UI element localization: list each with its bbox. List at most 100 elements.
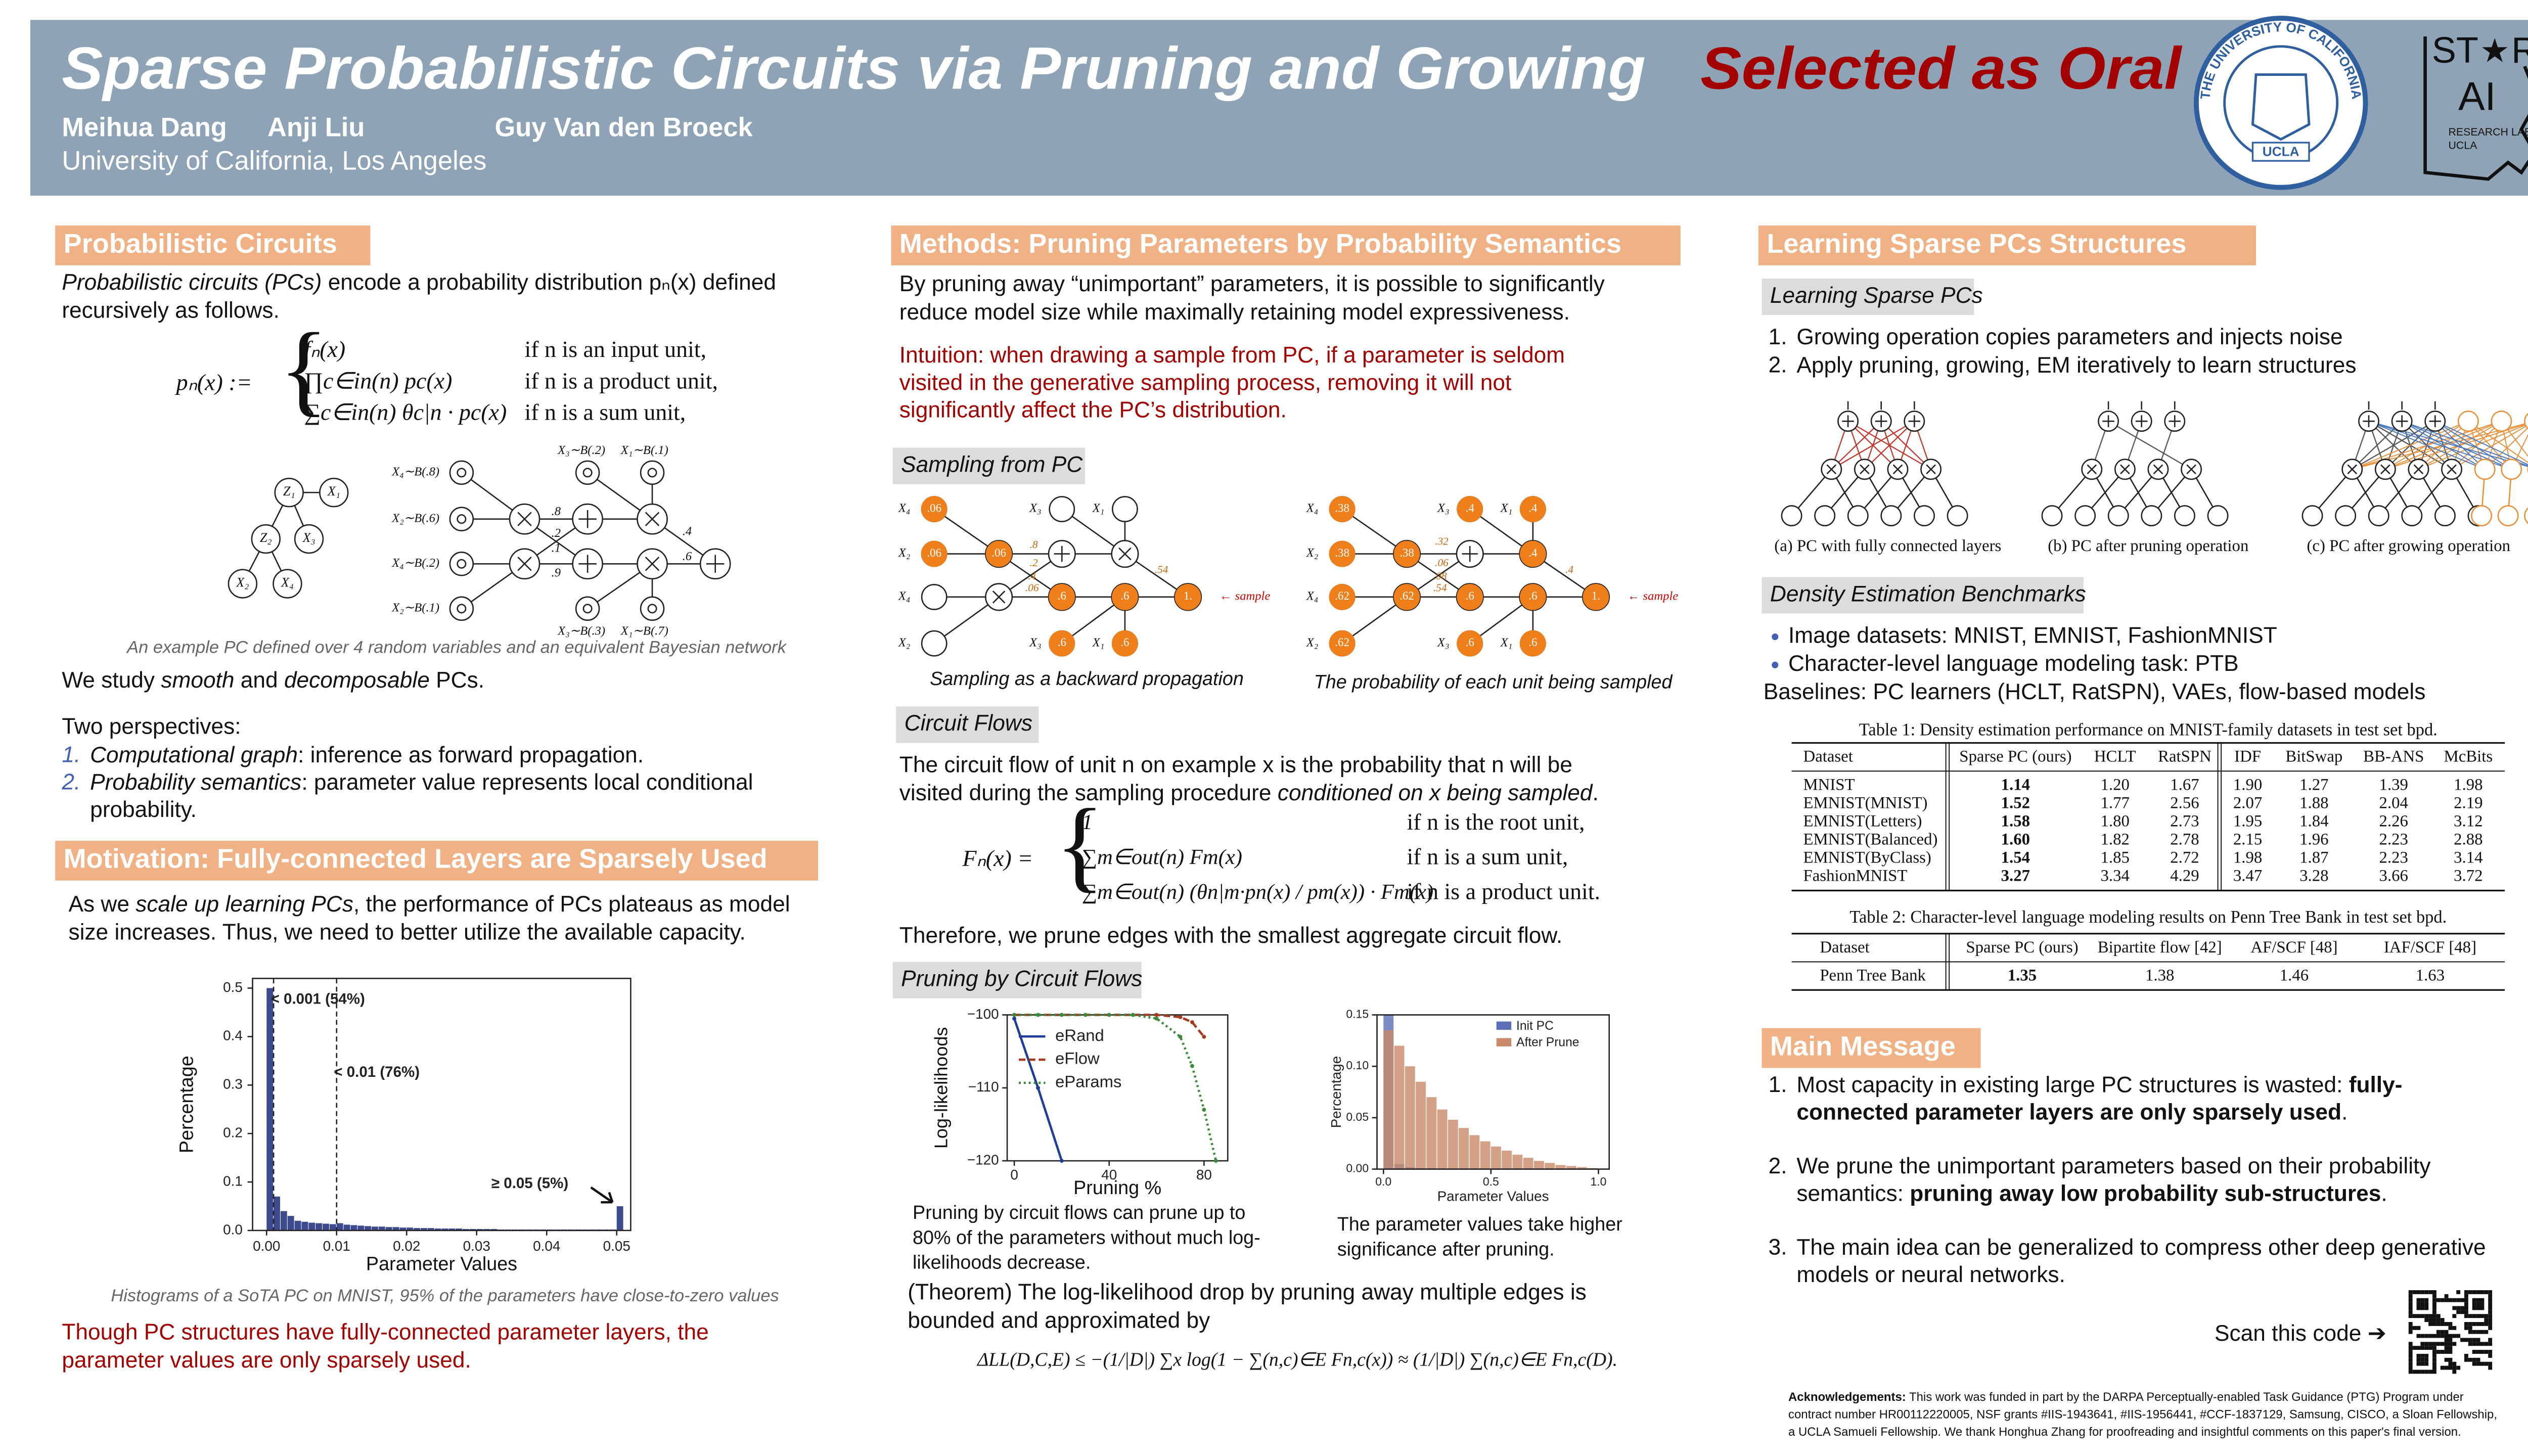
qr-module xyxy=(2484,1318,2489,1322)
subheading: Sampling from PC xyxy=(901,452,1083,477)
qr-module xyxy=(2416,1326,2421,1330)
sampled-node xyxy=(1112,583,1138,610)
x-tick-label: 0.01 xyxy=(323,1238,350,1254)
takeaway: Though PC structures have fully-connecte… xyxy=(62,1320,708,1344)
series-point xyxy=(1012,1016,1017,1021)
node-glyph xyxy=(517,557,532,571)
table-cell: 4.29 xyxy=(2170,867,2199,885)
text-span: a UCLA Samueli Fellowship. We thank Hong… xyxy=(1788,1425,2461,1439)
qr-module xyxy=(2468,1338,2472,1342)
table-cell: 1.98 xyxy=(2233,849,2262,867)
qr-module xyxy=(2480,1350,2485,1354)
sampled-node xyxy=(1519,496,1546,522)
node-glyph xyxy=(1118,547,1132,561)
x-axis-label: Parameter Values xyxy=(1437,1189,1549,1204)
node-glyph xyxy=(1860,464,1870,475)
qr-module xyxy=(2452,1314,2457,1318)
qr-module xyxy=(2416,1298,2421,1302)
qr-module xyxy=(2416,1357,2421,1362)
qr-module xyxy=(2452,1306,2457,1310)
qr-module xyxy=(2488,1298,2493,1302)
bullet-text: Image datasets: MNIST, EMNIST, FashionMN… xyxy=(1788,623,2277,648)
node-value: .6 xyxy=(1528,589,1537,602)
qr-module xyxy=(2436,1314,2441,1318)
table-cell: 3.72 xyxy=(2454,867,2482,885)
y-tick-label: −100 xyxy=(967,1006,999,1022)
series-point xyxy=(1190,1020,1194,1024)
qr-module xyxy=(2408,1330,2413,1334)
x-tick-label: 0.5 xyxy=(1483,1175,1499,1188)
qr-module xyxy=(2412,1326,2417,1330)
text-span: Computational graph xyxy=(90,742,298,767)
table-cell: 2.19 xyxy=(2454,794,2482,812)
table-cell: 1.84 xyxy=(2299,812,2328,831)
bn-label: X₂ xyxy=(236,575,249,590)
node-value: .6 xyxy=(1058,636,1066,649)
y-tick-label: 0.2 xyxy=(223,1124,243,1140)
variable-label: X₃ xyxy=(1029,502,1042,515)
sample-tag: ← sample xyxy=(1220,589,1271,603)
qr-module xyxy=(2440,1366,2445,1370)
text-span: contract number HR00112220005, NSF grant… xyxy=(1788,1408,2497,1422)
variable-label: X₂ xyxy=(898,546,911,560)
formula: ΔLL(D,C,E) ≤ −(1/|D|) ∑x log(1 − ∑(n,c)∈… xyxy=(976,1349,1617,1371)
subheading: Learning Sparse PCs xyxy=(1770,283,1983,308)
qr-module xyxy=(2448,1322,2453,1326)
list-text: semantics: pruning away low probability … xyxy=(1796,1181,2387,1206)
histogram-bar xyxy=(343,1224,350,1231)
qr-module xyxy=(2408,1322,2413,1326)
node-glyph xyxy=(2153,464,2163,475)
text-span: pruning away low probability sub-structu… xyxy=(1910,1181,2381,1206)
histogram-bar xyxy=(323,1223,329,1231)
variable-label: X₁ xyxy=(1092,635,1105,649)
section-heading-box xyxy=(1762,1028,1981,1068)
qr-module xyxy=(2452,1326,2457,1330)
node-glyph xyxy=(992,590,1006,604)
qr-module xyxy=(2428,1334,2433,1338)
qr-module xyxy=(2472,1357,2476,1362)
section-heading-box xyxy=(1758,225,2256,265)
qr-module xyxy=(2420,1306,2425,1310)
section-heading: Main Message xyxy=(1770,1031,1956,1061)
histogram-bar xyxy=(414,1228,420,1231)
qr-module xyxy=(2488,1314,2493,1318)
qr-module xyxy=(2416,1353,2421,1358)
x-axis-label: Pruning % xyxy=(1073,1177,1161,1198)
structure-edge xyxy=(1831,421,1915,470)
text-span: The parameter values take higher xyxy=(1337,1213,1622,1235)
pc-leaf-label: X₁∼B(.1) xyxy=(620,443,668,457)
poster-title: Sparse Probabilistic Circuits via Prunin… xyxy=(62,35,1646,102)
series-point xyxy=(1083,1013,1088,1017)
qr-module xyxy=(2488,1350,2493,1354)
table-cell: 1.96 xyxy=(2299,831,2328,849)
text-span: parameter values are only sparsely used. xyxy=(62,1348,471,1373)
structure-edge xyxy=(1864,421,1915,470)
node xyxy=(1049,496,1075,522)
qr-module xyxy=(2460,1306,2464,1310)
qr-module xyxy=(2416,1306,2421,1310)
formula-condition: if n is a sum unit, xyxy=(524,399,686,425)
pc-leaf-label: X₂∼B(.1) xyxy=(391,601,439,614)
text-span: size increases. Thus, we need to better … xyxy=(68,920,745,944)
qr-module xyxy=(2420,1346,2425,1350)
qr-module xyxy=(2472,1350,2476,1354)
text-span: . xyxy=(2381,1181,2387,1206)
table-cell: 2.72 xyxy=(2170,849,2199,867)
histogram-bar xyxy=(427,1228,434,1231)
node-value: .6 xyxy=(1466,589,1474,602)
qr-module xyxy=(2488,1306,2493,1310)
qr-module xyxy=(2472,1330,2476,1334)
qr-module xyxy=(2464,1338,2468,1342)
table-cell: EMNIST(ByClass) xyxy=(1803,849,1931,867)
qr-module xyxy=(2476,1330,2480,1334)
qr-module xyxy=(2476,1298,2480,1302)
text-span: encode a probability distribution pₙ(x) … xyxy=(322,270,776,295)
series-point xyxy=(1036,1085,1040,1090)
variable-label: X₄ xyxy=(898,502,911,515)
formula-condition: if n is a product unit. xyxy=(1407,879,1601,904)
table-cell: 1.46 xyxy=(2280,967,2309,985)
qr-module xyxy=(2424,1370,2429,1374)
variable-label: X₂ xyxy=(1306,546,1319,560)
qr-module xyxy=(2444,1334,2449,1338)
